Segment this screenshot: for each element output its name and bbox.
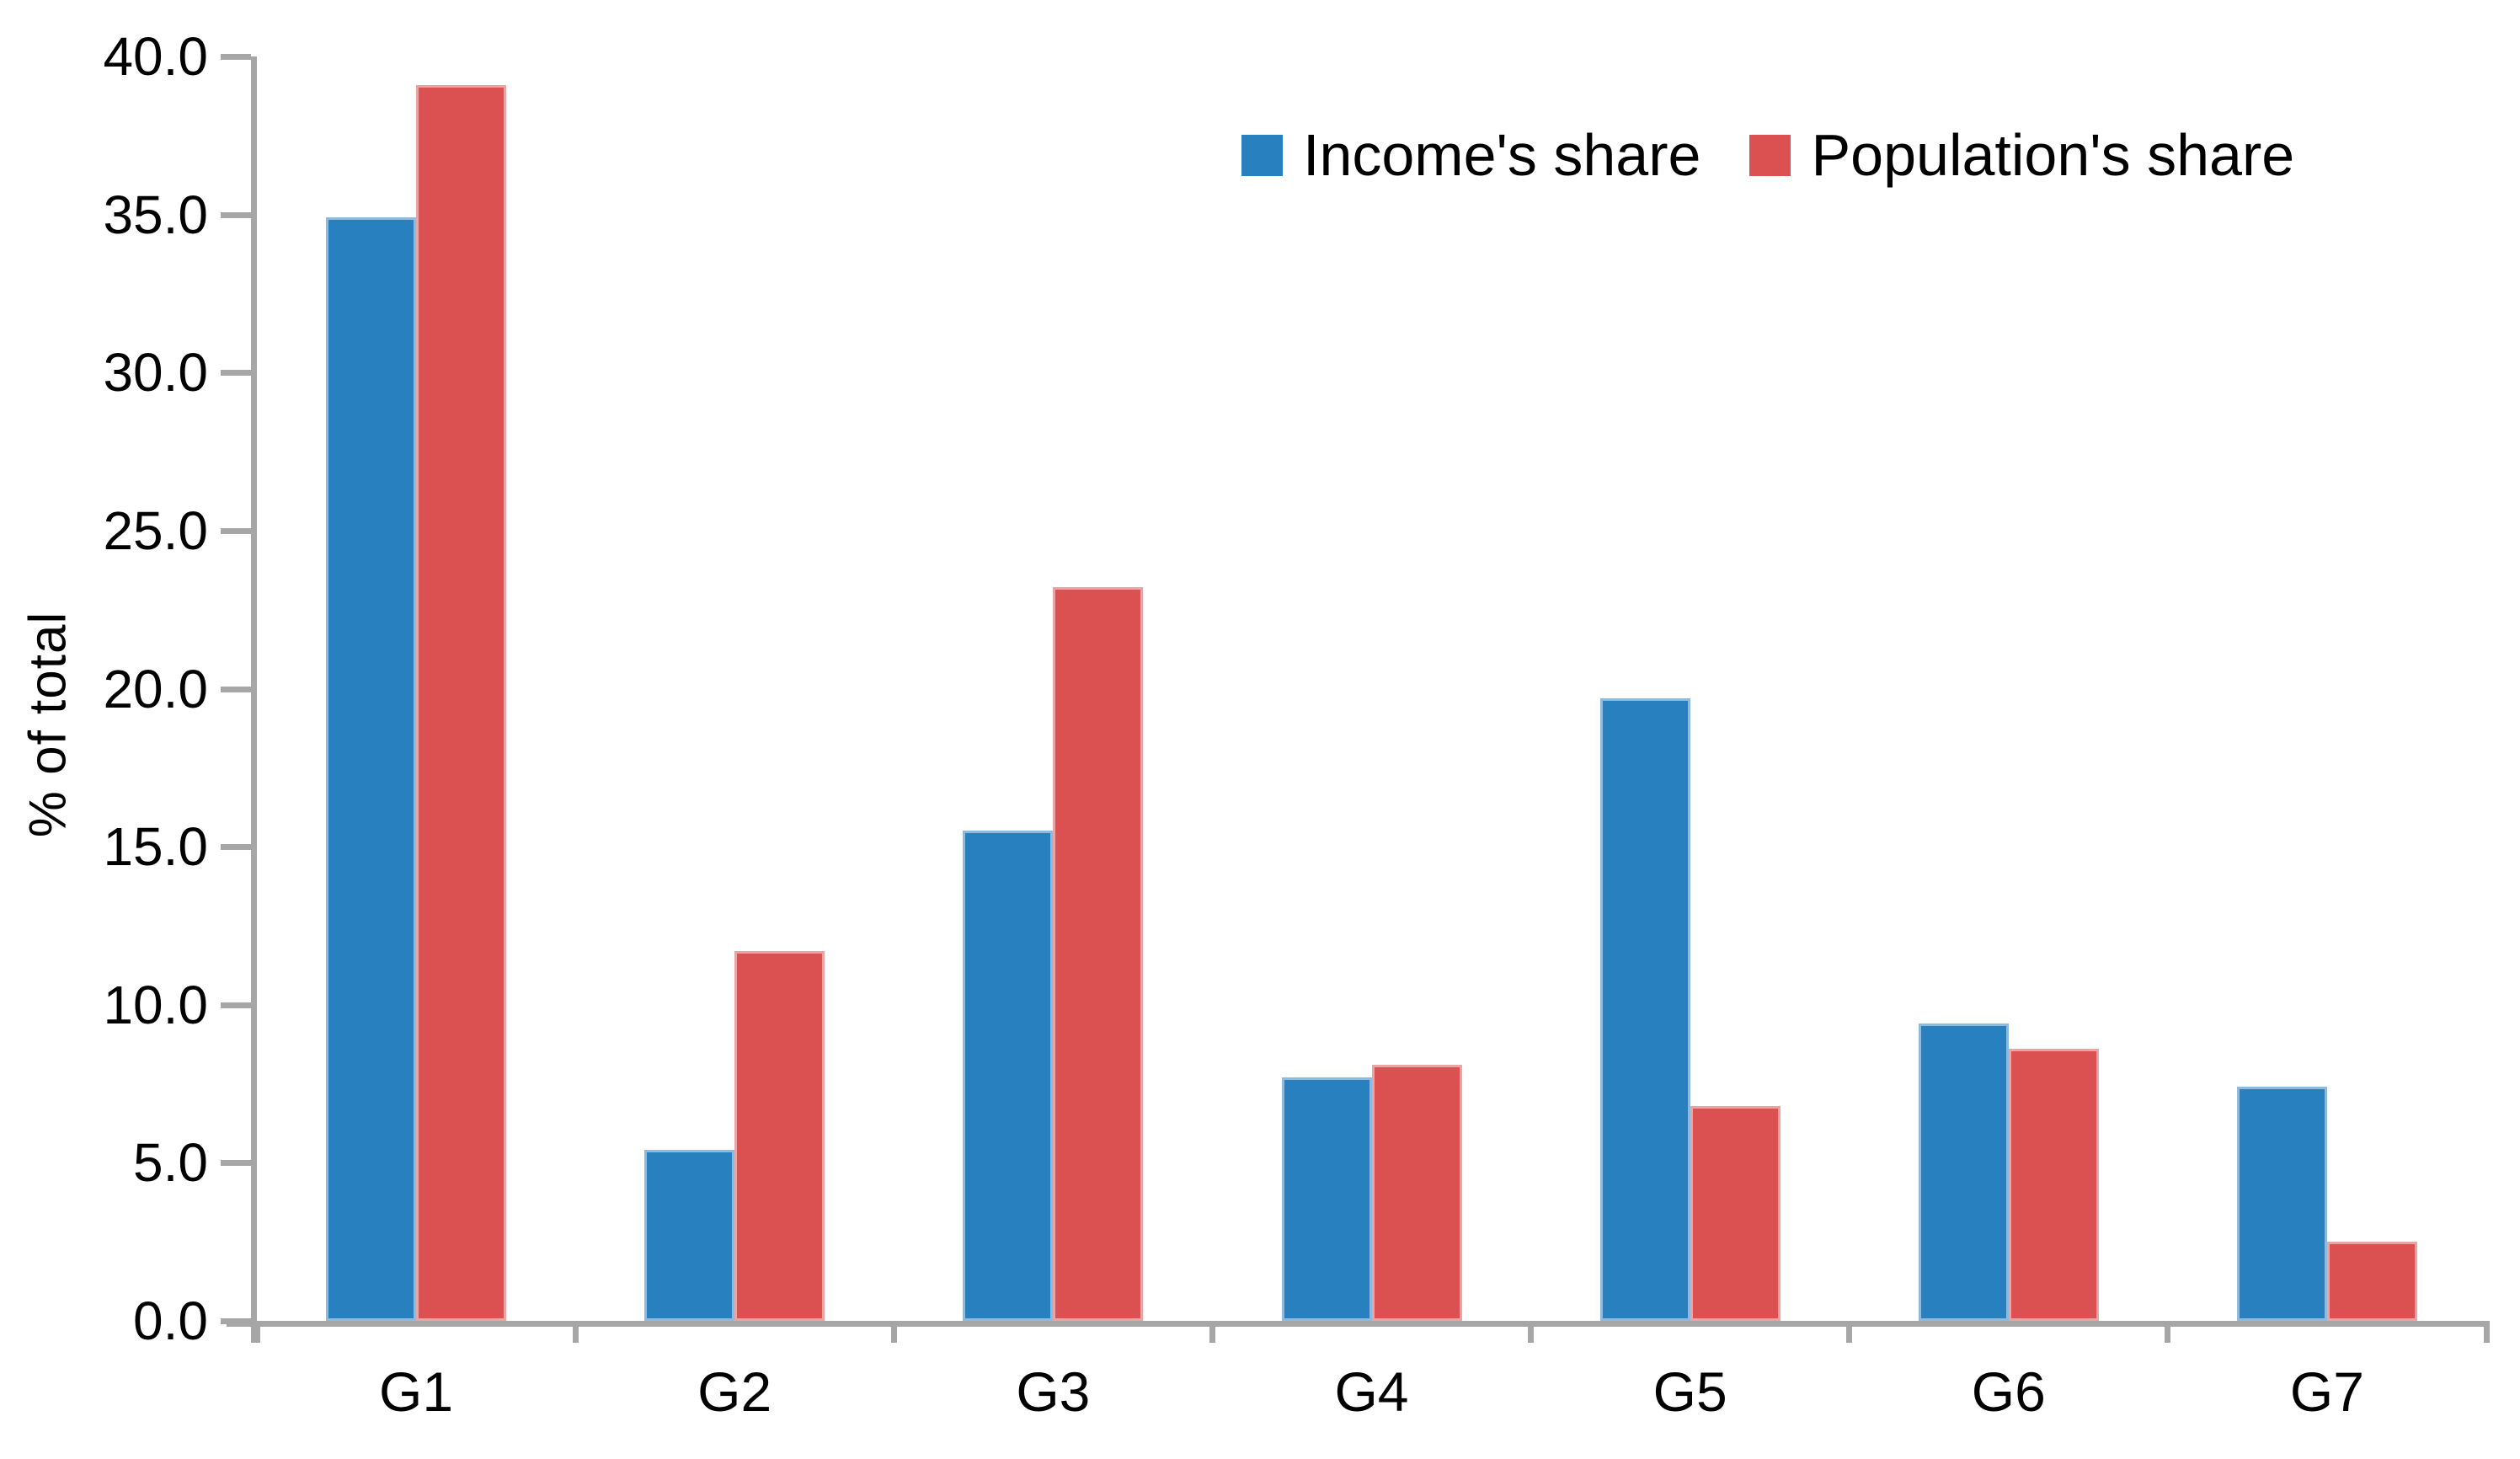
- y-tick: [221, 844, 251, 851]
- income-series-swatch: [1241, 134, 1283, 176]
- x-tick: [2165, 1321, 2171, 1343]
- y-tick-label: 0.0: [133, 1291, 208, 1351]
- income-bar-g6: [1918, 1023, 2009, 1321]
- y-tick-label: 30.0: [103, 342, 208, 403]
- x-tick: [2483, 1321, 2490, 1343]
- legend-item-income: Income's share: [1241, 121, 1700, 189]
- y-tick: [221, 527, 251, 534]
- x-tick: [1209, 1321, 1215, 1343]
- x-category-label: G6: [1971, 1360, 2046, 1423]
- y-tick-label: 25.0: [103, 500, 208, 561]
- y-tick-label: 40.0: [103, 26, 208, 87]
- x-tick: [890, 1321, 897, 1343]
- legend-item-population: Population's share: [1749, 121, 2294, 189]
- y-tick: [221, 1160, 251, 1167]
- income-bar-g3: [963, 831, 1054, 1321]
- x-category-label: G7: [2289, 1360, 2364, 1423]
- x-tick: [572, 1321, 579, 1343]
- x-category-label: G1: [379, 1360, 454, 1423]
- y-tick-label: 15.0: [103, 816, 208, 878]
- y-axis-line: [251, 56, 257, 1343]
- y-tick-label: 35.0: [103, 184, 208, 245]
- population-bar-g4: [1371, 1065, 1462, 1321]
- population-bar-g7: [2326, 1242, 2417, 1321]
- x-category-label: G4: [1334, 1360, 1409, 1423]
- x-category-label: G2: [697, 1360, 772, 1423]
- x-tick: [1528, 1321, 1535, 1343]
- x-tick: [254, 1321, 260, 1343]
- income-bar-g1: [326, 217, 417, 1321]
- x-axis-line: [227, 1321, 2486, 1327]
- population-bar-g6: [2008, 1049, 2099, 1321]
- income-bar-g2: [644, 1150, 735, 1321]
- population-bar-g3: [1053, 587, 1144, 1321]
- population-bar-g2: [734, 950, 825, 1321]
- y-tick: [221, 686, 251, 692]
- x-category-label: G5: [1652, 1360, 1727, 1423]
- y-tick: [221, 211, 251, 218]
- x-tick: [1846, 1321, 1853, 1343]
- legend-label-population: Population's share: [1811, 122, 2295, 188]
- x-category-label: G3: [1016, 1360, 1091, 1423]
- y-tick: [221, 1002, 251, 1008]
- y-tick: [221, 370, 251, 377]
- population-bar-g1: [416, 84, 507, 1321]
- income-bar-g5: [1599, 697, 1690, 1321]
- y-tick-label: 10.0: [103, 974, 208, 1035]
- population-series-swatch: [1749, 134, 1791, 176]
- legend-label-income: Income's share: [1303, 122, 1701, 188]
- income-bar-g4: [1281, 1077, 1372, 1321]
- population-bar-g5: [1690, 1105, 1781, 1321]
- income-bar-g7: [2236, 1087, 2327, 1321]
- y-tick-label: 5.0: [133, 1132, 208, 1194]
- y-tick: [221, 54, 251, 60]
- y-tick-label: 20.0: [103, 658, 208, 719]
- legend: Income's share Population's share: [1241, 121, 2294, 189]
- y-axis-title: % of total: [19, 611, 77, 838]
